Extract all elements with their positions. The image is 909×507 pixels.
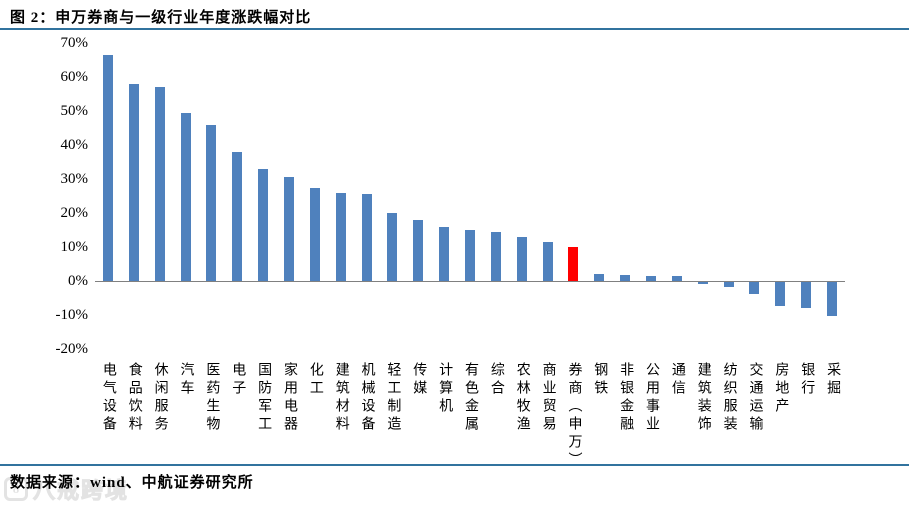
x-axis-label: 通信 <box>669 362 685 398</box>
bar <box>827 282 838 316</box>
x-axis-label: 农林牧渔 <box>514 362 530 434</box>
x-axis-label: 计算机 <box>437 362 453 416</box>
x-axis-label: 纺织服装 <box>721 362 737 434</box>
bar <box>465 230 475 281</box>
bar <box>775 282 786 306</box>
x-axis-label: 休闲服务 <box>152 362 168 434</box>
bar <box>594 274 605 281</box>
bar <box>258 168 269 281</box>
y-axis-tick-label: 40% <box>60 137 89 153</box>
x-axis-label: 食品饮料 <box>126 362 142 434</box>
footer-divider <box>0 464 909 466</box>
y-axis-tick-label: 0% <box>68 273 88 289</box>
y-axis-tick-label: 10% <box>60 239 89 255</box>
x-axis-label: 有色金属 <box>463 362 478 434</box>
y-axis-tick-label: 50% <box>60 103 89 119</box>
bar <box>801 282 812 308</box>
x-axis-label: 综合 <box>488 362 504 398</box>
bar <box>102 54 113 281</box>
bar <box>361 194 372 281</box>
x-axis-line <box>95 281 845 282</box>
bar <box>128 83 139 281</box>
bar <box>180 112 191 281</box>
bar <box>387 213 398 281</box>
bar-highlight <box>568 247 579 281</box>
bar <box>413 219 424 281</box>
x-axis-label: 商业贸易 <box>540 362 556 434</box>
x-axis-label: 采掘 <box>825 362 841 398</box>
bar <box>749 282 760 294</box>
x-axis-label: 汽车 <box>178 362 194 398</box>
bar <box>542 241 553 281</box>
x-axis-label: 钢铁 <box>592 362 608 398</box>
bar <box>516 236 527 281</box>
y-axis-tick-label: 60% <box>60 69 89 85</box>
x-axis-label: 银行 <box>799 362 815 398</box>
x-axis-label: 家用电器 <box>281 362 297 434</box>
title-underline <box>0 28 909 30</box>
x-axis-label: 电子 <box>230 362 246 398</box>
y-axis-tick-label: -10% <box>55 307 89 323</box>
x-axis-label: 建筑材料 <box>333 362 349 434</box>
bar <box>335 192 346 281</box>
bar <box>232 151 243 281</box>
x-axis-label: 医药生物 <box>204 362 220 434</box>
y-axis-tick-label: 30% <box>60 171 89 187</box>
x-axis-label: 券商（申万） <box>566 362 582 470</box>
bar <box>154 87 165 281</box>
x-axis-label: 房地产 <box>773 362 789 416</box>
x-axis-label: 传媒 <box>411 362 427 398</box>
x-axis-label: 电气设备 <box>100 362 116 434</box>
bar <box>283 177 294 281</box>
x-axis-label: 公用事业 <box>644 362 660 434</box>
y-axis-tick-label: 20% <box>60 205 89 221</box>
bar <box>697 282 708 285</box>
bar <box>490 231 501 281</box>
x-axis-label: 建筑装饰 <box>695 362 711 434</box>
bar <box>646 275 657 281</box>
bar <box>723 282 734 287</box>
y-axis-tick-label: -20% <box>55 341 89 357</box>
data-source-note: 数据来源：wind、中航证券研究所 <box>10 475 254 491</box>
bar <box>309 187 320 281</box>
x-axis-label: 交通运输 <box>747 362 763 434</box>
x-axis-label: 国防军工 <box>256 362 272 434</box>
x-axis-label: 化工 <box>307 362 323 398</box>
bar <box>439 226 450 281</box>
y-axis-tick-label: 70% <box>60 35 89 51</box>
bar <box>671 275 682 281</box>
bar <box>206 124 217 281</box>
x-axis-label: 轻工制造 <box>385 362 401 434</box>
x-axis-label: 非银金融 <box>618 362 634 434</box>
x-axis-label: 机械设备 <box>359 362 375 434</box>
bar <box>620 275 631 281</box>
figure-title: 图 2：申万券商与一级行业年度涨跌幅对比 <box>10 10 312 26</box>
